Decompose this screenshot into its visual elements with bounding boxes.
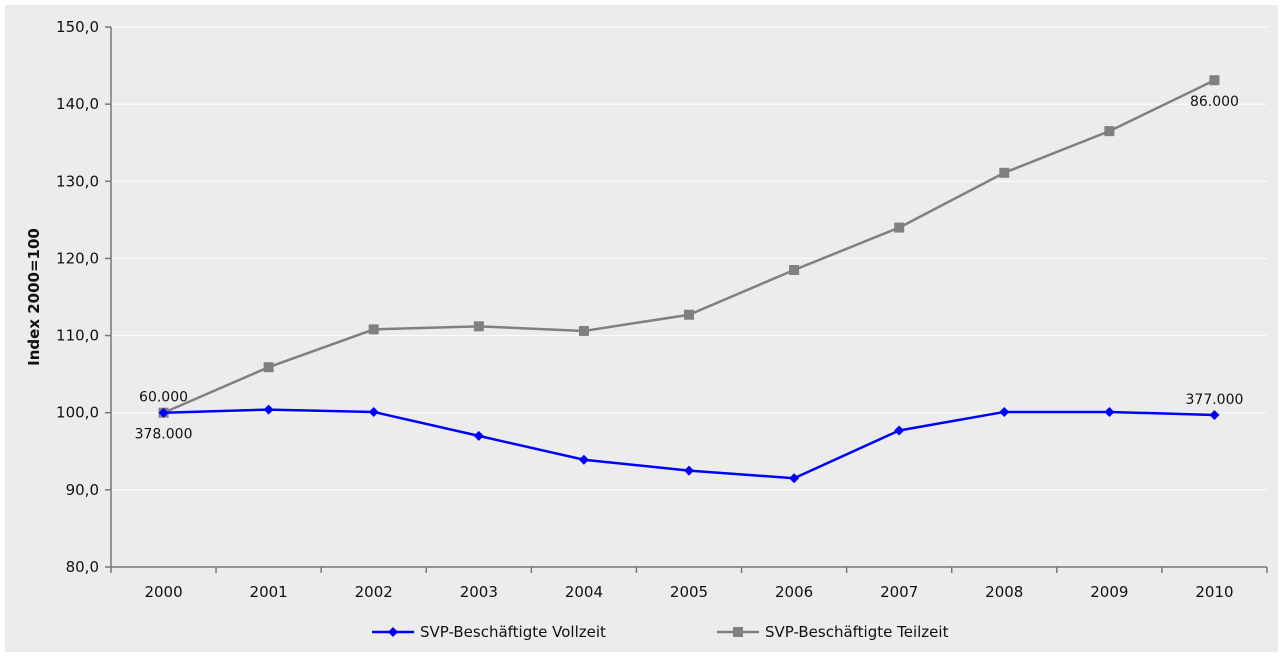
y-tick-label: 90,0 [66,481,99,499]
data-label: 60.000 [139,390,188,406]
legend: SVP-Beschäftigte Vollzeit SVP-Beschäftigt… [372,623,949,641]
legend-label: SVP-Beschäftigte Vollzeit [420,623,606,641]
marker-diamond [789,473,800,484]
marker-square [1209,75,1220,86]
y-tick-label: 130,0 [56,172,99,190]
marker-square [789,265,800,275]
y-axis-title: Index 2000=100 [25,228,43,366]
x-tick-label: 2006 [775,583,813,601]
marker-diamond [473,430,484,441]
chart-area: 80,0 90,0 100,0 110,0 120,0 130,0 140,0 150,0 20… [5,5,1278,652]
marker-square [684,309,694,320]
series-group [158,75,1220,484]
marker-square [263,362,274,373]
data-label: 377.000 [1186,392,1244,408]
y-tick-label: 120,0 [56,249,99,267]
y-tick-label: 140,0 [56,95,99,113]
marker-diamond [999,406,1010,417]
x-tick-label: 2003 [460,583,498,601]
marker-square [368,324,379,335]
x-tick-label: 2000 [144,583,182,601]
legend-label: SVP-Beschäftigte Teilzeit [765,623,949,641]
marker-diamond [368,406,379,417]
x-tick-label: 2009 [1090,583,1128,601]
x-tick-label: 2001 [250,583,288,601]
y-tick-label: 80,0 [66,558,99,576]
y-tick-label: 100,0 [56,404,99,422]
marker-diamond [684,465,694,476]
marker-square [1104,126,1115,137]
marker-square [894,222,905,233]
marker-diamond [1104,406,1115,417]
marker-diamond [1209,410,1220,421]
line-chart: 80,0 90,0 100,0 110,0 120,0 130,0 140,0 150,0 20… [25,18,1268,641]
marker-diamond [578,454,589,465]
series-line [163,79,1215,414]
x-tick-label: 2005 [670,583,708,601]
data-labels: 378.000 377.000 60.000 86.000 [135,94,1244,442]
axes: 80,0 90,0 100,0 110,0 120,0 130,0 140,0 150,0 20… [25,18,1268,601]
series-teilzeit [158,75,1220,418]
marker-diamond [894,425,905,436]
x-tick-label: 2004 [565,583,603,601]
data-label: 86.000 [1190,94,1239,110]
marker-square [473,321,484,332]
marker-diamond [158,407,169,418]
data-label: 378.000 [135,427,193,443]
x-tick-label: 2010 [1195,583,1233,601]
x-tick-label: 2007 [880,583,918,601]
marker-square-legend [733,627,743,637]
marker-diamond-legend [388,627,398,637]
y-tick-label: 110,0 [56,327,99,345]
x-tick-label: 2002 [355,583,393,601]
series-vollzeit [158,404,1220,484]
legend-item: SVP-Beschäftigte Teilzeit [717,623,949,641]
gridlines [111,26,1267,491]
marker-square [999,167,1010,178]
marker-square [578,325,589,336]
legend-item: SVP-Beschäftigte Vollzeit [372,623,606,641]
y-tick-label: 150,0 [56,18,99,36]
marker-diamond [263,404,274,415]
x-tick-label: 2008 [985,583,1023,601]
